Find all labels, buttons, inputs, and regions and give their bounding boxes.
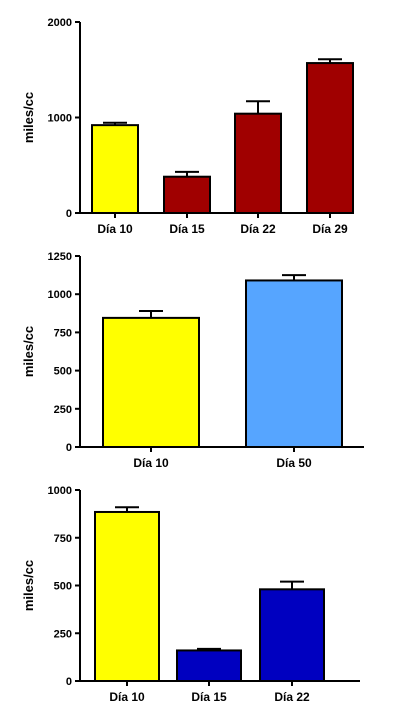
x-tick-label: Día 29 (312, 222, 348, 236)
bar (259, 588, 325, 683)
x-tick-label: Día 50 (276, 456, 312, 470)
x-tick-label: Día 22 (274, 690, 310, 704)
y-tick-label: 1000 (48, 113, 72, 125)
y-tick-label: 750 (54, 327, 72, 339)
chart-panel-1: 0 1000 2000 Día 10 Día 15 Día 22 Día 29 miles/c… (21, 17, 354, 236)
y-tick-label: 500 (54, 366, 72, 378)
y-axis-title: miles/cc (21, 560, 36, 611)
bar (176, 649, 242, 683)
chart-panel-2: 0 250 500 750 1000 1250 Día 10 Día 50 miles/cc (21, 251, 364, 470)
bar (234, 112, 282, 214)
x-tick-label: Día 10 (109, 690, 145, 704)
y-axis-title: miles/cc (21, 326, 36, 377)
y-tick-label: 750 (54, 533, 72, 545)
y-tick-label: 0 (66, 676, 72, 688)
y-tick-label: 1000 (48, 485, 72, 497)
x-tick-label: Día 10 (97, 222, 133, 236)
y-axis-title: miles/cc (21, 92, 36, 143)
bar (245, 279, 343, 448)
x-tick-label: Día 10 (133, 456, 169, 470)
bar (102, 316, 200, 448)
x-tick-label: Día 15 (191, 690, 227, 704)
chart-panel-3: 0 250 500 750 1000 Día 10 Día 15 Día 22 miles/cc (21, 485, 360, 704)
x-tick-label: Día 22 (240, 222, 276, 236)
y-tick-label: 2000 (48, 17, 72, 29)
y-tick-label: 500 (54, 581, 72, 593)
bar (94, 510, 160, 682)
y-tick-label: 1250 (48, 251, 72, 263)
y-tick-label: 0 (66, 208, 72, 220)
bar (91, 124, 139, 214)
x-tick-label: Día 15 (169, 222, 205, 236)
y-tick-label: 250 (54, 628, 72, 640)
bar (163, 175, 211, 215)
y-tick-label: 1000 (48, 289, 72, 301)
y-tick-label: 250 (54, 404, 72, 416)
bar (306, 62, 354, 214)
y-tick-label: 0 (66, 442, 72, 454)
